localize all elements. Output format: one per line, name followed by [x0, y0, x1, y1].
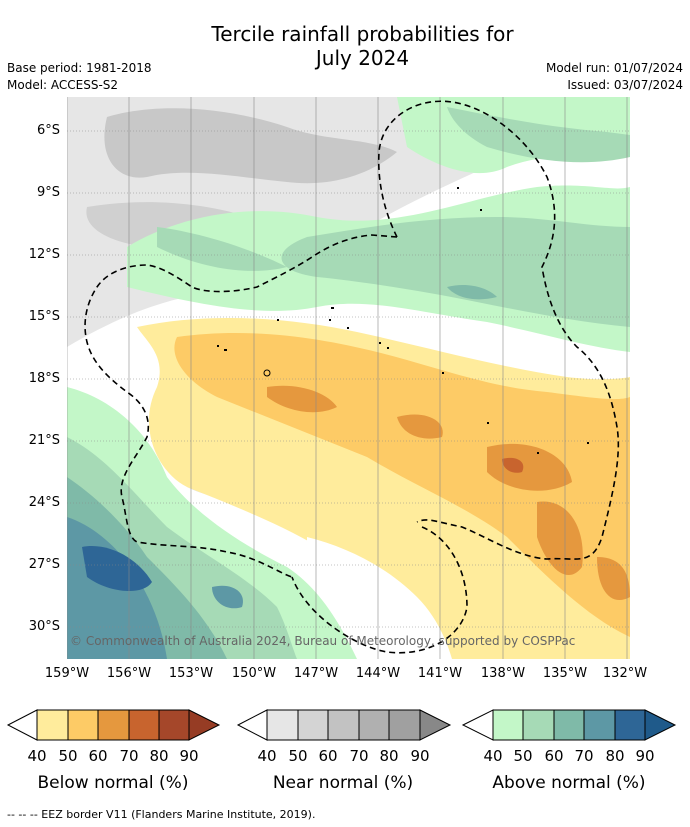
below-normal-peak-6	[597, 557, 630, 601]
title-line-2: July 2024	[315, 46, 410, 70]
lat-label-18s: 18°S	[28, 371, 60, 386]
lon-label-156w: 156°W	[106, 666, 152, 681]
near-swatch-0	[266, 709, 299, 741]
below-normal-peak-1	[267, 385, 337, 413]
map-canvas	[67, 97, 630, 659]
below-normal-label: Below normal (%)	[38, 773, 189, 793]
below-swatch-3	[128, 709, 160, 741]
island-markers	[217, 187, 589, 454]
near-normal-label: Near normal (%)	[273, 773, 413, 793]
above-normal-west-strip	[157, 227, 287, 271]
lat-label-9s: 9°S	[36, 185, 60, 200]
above-swatch-2	[553, 709, 585, 741]
above-swatch-0	[492, 709, 524, 741]
below-normal-peak-3	[487, 443, 572, 491]
below-normal-peak-4	[502, 457, 524, 473]
near-tick-90: 90	[410, 747, 429, 765]
above-normal-label: Above normal (%)	[492, 773, 645, 793]
copyright-notice: © Commonwealth of Australia 2024, Bureau…	[70, 634, 576, 648]
below-normal-peak-2	[397, 414, 443, 439]
legend-near-normal: 40 50 60 70 80 90 Near normal (%)	[236, 709, 452, 793]
near-swatch-1	[297, 709, 329, 741]
lon-label-141w: 141°W	[417, 666, 463, 681]
near-swatch-2	[327, 709, 360, 741]
eez-footnote: -- -- -- EEZ border V11 (Flanders Marine…	[7, 808, 316, 821]
lat-label-15s: 15°S	[28, 309, 60, 324]
issued-date: Issued: 03/07/2024	[567, 78, 683, 92]
lat-label-30s: 30°S	[28, 619, 60, 634]
near-normal-region-darker	[104, 108, 398, 184]
near-tick-50: 50	[288, 747, 307, 765]
near-arrow-left	[236, 709, 268, 741]
near-tick-80: 80	[379, 747, 398, 765]
lat-label-21s: 21°S	[28, 433, 60, 448]
above-tick-90: 90	[635, 747, 654, 765]
below-swatch-4	[158, 709, 190, 741]
below-tick-70: 70	[119, 747, 138, 765]
lat-label-24s: 24°S	[28, 495, 60, 510]
lat-label-12s: 12°S	[28, 247, 60, 262]
eez-border-lines	[84, 100, 620, 654]
lat-label-6s: 6°S	[36, 123, 60, 138]
lat-label-27s: 27°S	[28, 557, 60, 572]
meta-left: Base period: 1981-2018 Model: ACCESS-S2	[7, 60, 152, 94]
lon-label-150w: 150°W	[231, 666, 277, 681]
lon-label-147w: 147°W	[293, 666, 339, 681]
above-swatch-1	[522, 709, 555, 741]
title-line-1: Tercile rainfall probabilities for	[211, 22, 514, 46]
lon-label-135w: 135°W	[542, 666, 588, 681]
lon-label-138w: 138°W	[480, 666, 526, 681]
above-arrow-right	[644, 709, 677, 741]
below-swatch-1	[67, 709, 99, 741]
below-tick-50: 50	[58, 747, 77, 765]
below-tick-60: 60	[88, 747, 107, 765]
below-swatch-2	[97, 709, 130, 741]
near-tick-40: 40	[257, 747, 276, 765]
above-tick-60: 60	[544, 747, 563, 765]
above-normal-central-dark	[447, 285, 497, 300]
above-arrow-left	[461, 709, 494, 741]
above-normal-north-core	[447, 107, 630, 163]
near-tick-70: 70	[349, 747, 368, 765]
above-swatch-3	[583, 709, 616, 741]
legend-above-normal: 40 50 60 70 80 90 Above normal (%)	[461, 709, 677, 793]
legend: 40 50 60 70 80 90 Below normal (%) 40 50…	[6, 709, 677, 793]
below-tick-80: 80	[149, 747, 168, 765]
below-tick-90: 90	[179, 747, 198, 765]
above-swatch-4	[614, 709, 646, 741]
probability-map	[67, 97, 630, 659]
below-tick-40: 40	[27, 747, 46, 765]
below-swatch-0	[36, 709, 69, 741]
longitude-gridlines	[67, 97, 628, 659]
lon-label-159w: 159°W	[44, 666, 90, 681]
base-period: Base period: 1981-2018	[7, 61, 152, 75]
model-name: Model: ACCESS-S2	[7, 78, 119, 92]
lon-label-132w: 132°W	[602, 666, 648, 681]
map-title: Tercile rainfall probabilities for July …	[0, 22, 690, 70]
near-arrow-right	[419, 709, 452, 741]
above-normal-teal-patch	[212, 585, 243, 609]
above-normal-central-core	[281, 217, 630, 327]
above-normal-southwest-dark	[82, 546, 152, 592]
near-tick-60: 60	[318, 747, 337, 765]
legend-below-normal: 40 50 60 70 80 90 Below normal (%)	[6, 709, 221, 793]
above-tick-40: 40	[483, 747, 502, 765]
above-tick-70: 70	[574, 747, 593, 765]
lon-label-153w: 153°W	[168, 666, 214, 681]
meta-right: Model run: 01/07/2024 Issued: 03/07/2024	[546, 60, 683, 94]
below-normal-inner	[174, 332, 630, 637]
latitude-gridlines	[67, 130, 630, 628]
below-normal-peak-5	[537, 501, 583, 576]
below-arrow-right	[188, 709, 221, 741]
near-swatch-4	[388, 709, 421, 741]
near-swatch-3	[358, 709, 390, 741]
above-tick-50: 50	[513, 747, 532, 765]
below-arrow-left	[6, 709, 38, 741]
model-run: Model run: 01/07/2024	[545, 61, 683, 75]
neutral-gap	[307, 537, 452, 659]
above-tick-80: 80	[605, 747, 624, 765]
lon-label-144w: 144°W	[355, 666, 401, 681]
